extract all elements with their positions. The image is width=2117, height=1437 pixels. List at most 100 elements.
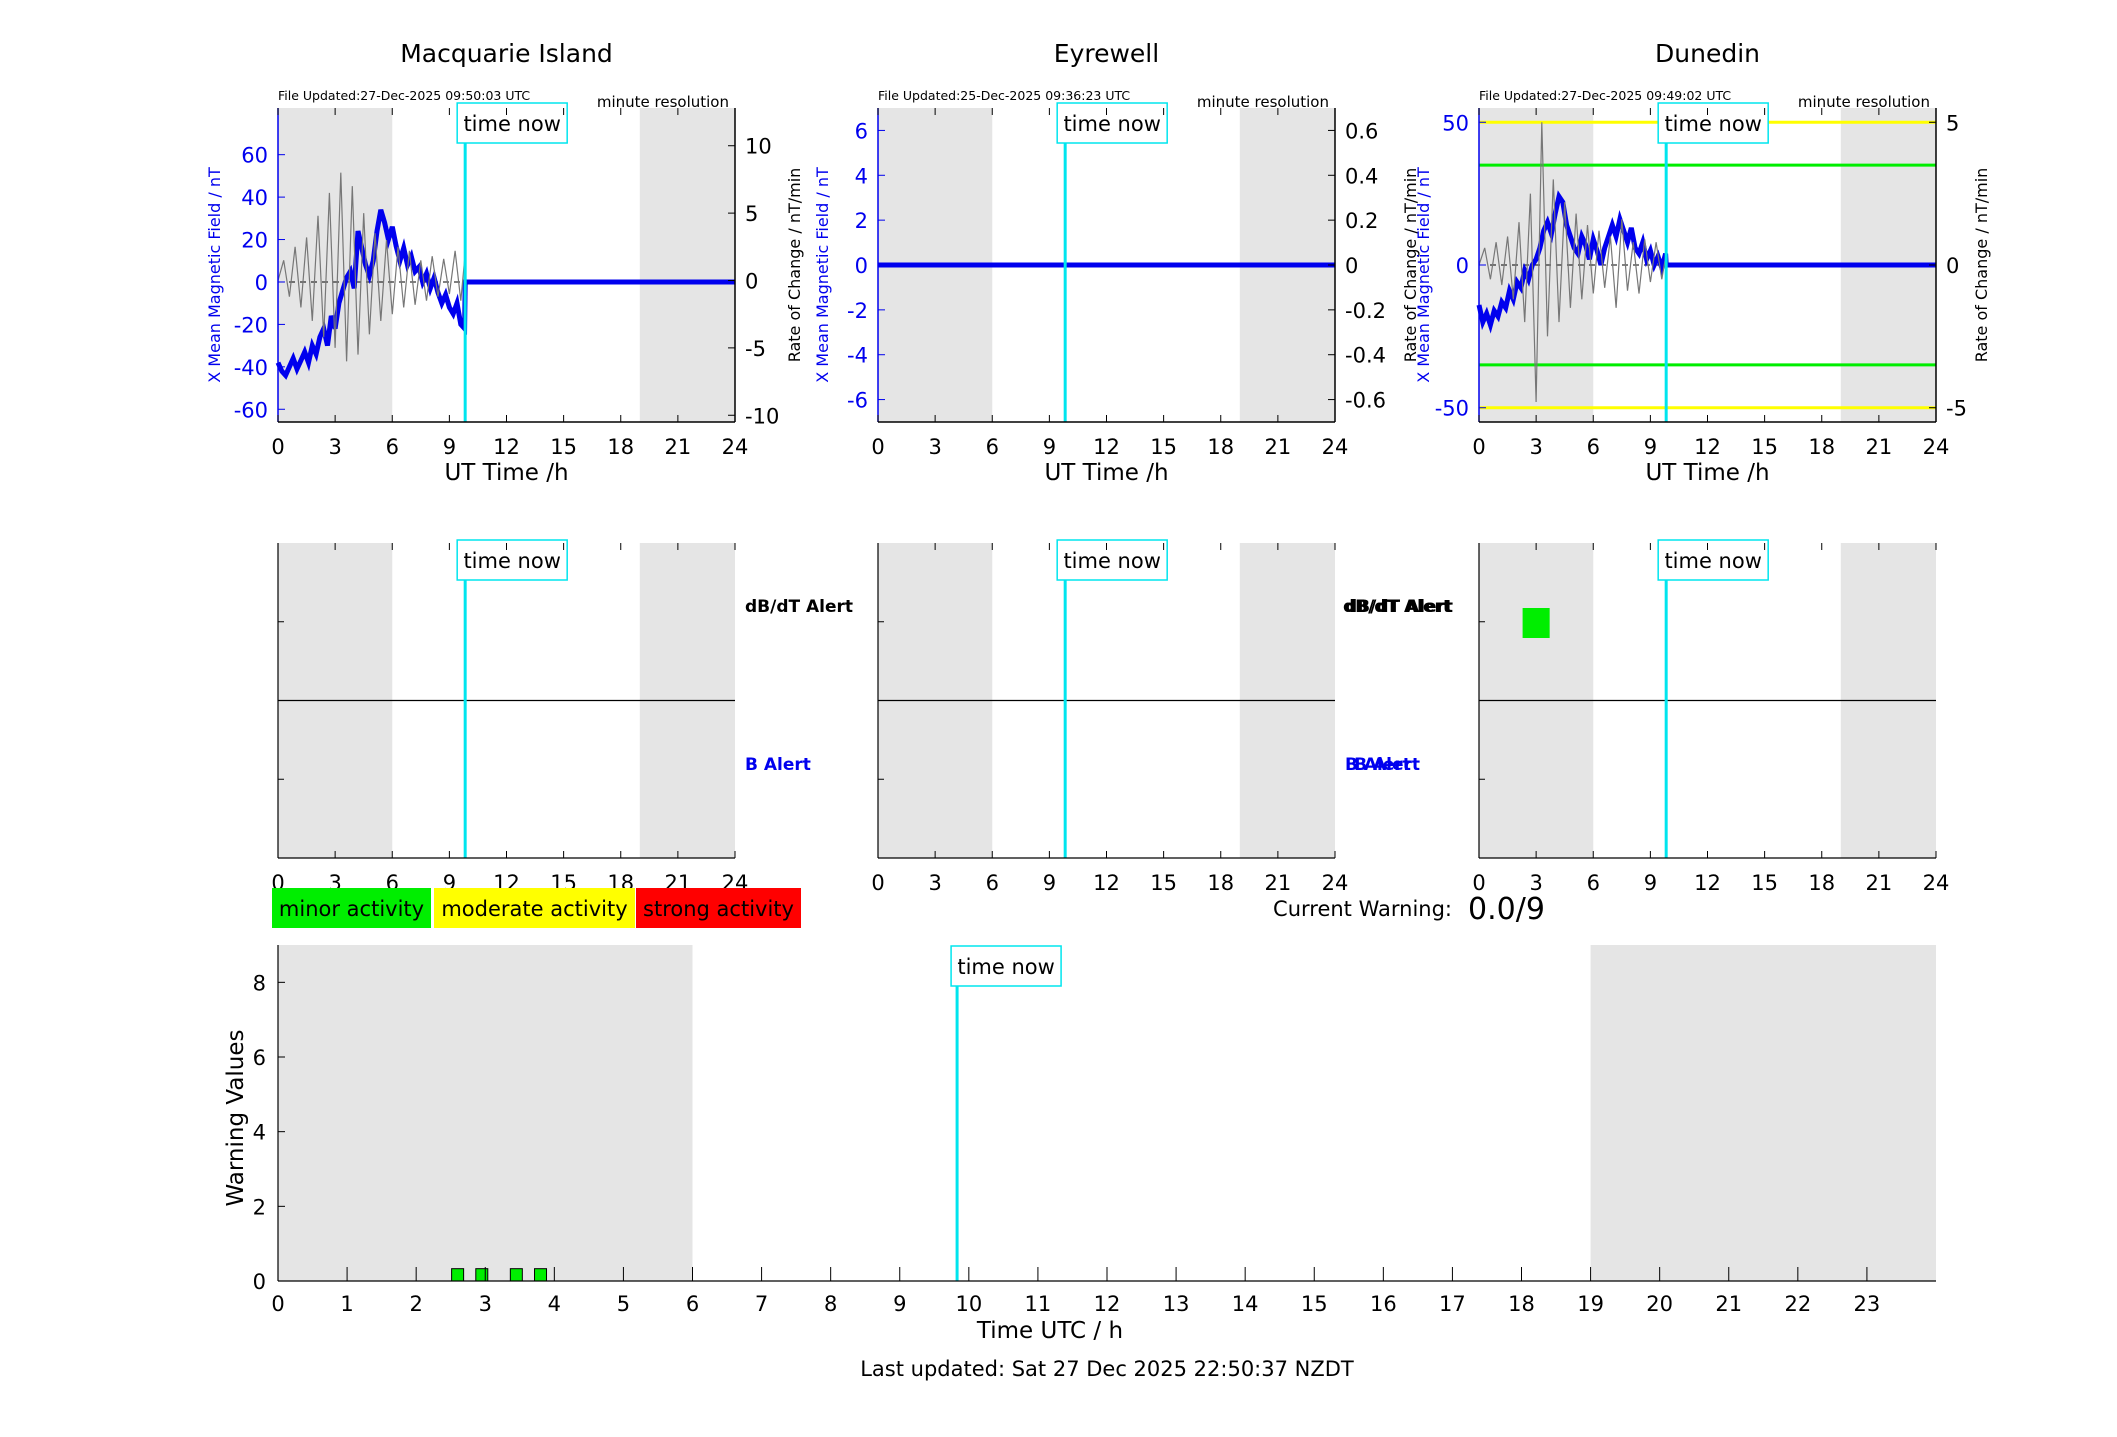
b-alert-label-dunedin: B Alert (1354, 755, 1420, 775)
x-axis-label: UT Time /h (444, 460, 568, 486)
x-tick-label: 24 (1322, 871, 1349, 895)
time-now-label: time now (463, 549, 560, 573)
dbdt-alert-label: dB/dT Alert (745, 597, 853, 617)
x-tick-label: 0 (1472, 871, 1485, 895)
y-right-axis-label: Rate of Change / nT/min (785, 168, 804, 363)
x-tick-label: 3 (479, 1292, 492, 1316)
x-tick-label: 23 (1854, 1292, 1881, 1316)
y-left-tick-label: 4 (855, 164, 868, 188)
x-tick-label: 21 (1715, 1292, 1742, 1316)
y-right-axis-label: Rate of Change / nT/min (1401, 168, 1420, 363)
x-tick-label: 5 (617, 1292, 630, 1316)
legend-swatch (434, 888, 635, 928)
mean-field-series (275, 209, 735, 380)
resolution-text: minute resolution (1197, 93, 1329, 111)
x-tick-label: 15 (1150, 871, 1177, 895)
x-tick-label: 18 (1808, 871, 1835, 895)
x-tick-label: 18 (607, 435, 634, 459)
station-title: Macquarie Island (400, 39, 613, 68)
x-tick-label: 15 (1150, 435, 1177, 459)
x-tick-label: 15 (1301, 1292, 1328, 1316)
x-tick-label: 19 (1577, 1292, 1604, 1316)
warning-bar (451, 1268, 465, 1282)
y-right-tick-label: 5 (745, 202, 758, 226)
y-left-tick-label: -6 (847, 389, 868, 413)
alert-panel-2: time now 0 3 6 9 12 15 18 21 24 (1472, 539, 1949, 895)
b-alert-label: B Alert (745, 755, 811, 775)
y-left-tick-label: 6 (855, 119, 868, 143)
x-tick-label: 12 (1694, 871, 1721, 895)
time-now-box (1056, 539, 1168, 581)
y-right-tick-label: -0.4 (1345, 344, 1386, 368)
x-tick-label: 15 (1751, 871, 1778, 895)
x-tick-label: 9 (1644, 435, 1657, 459)
x-tick-label: 0 (871, 435, 884, 459)
y-left-tick-label: -50 (1435, 397, 1469, 421)
rate-of-change-series (277, 172, 466, 362)
warning-bar (534, 1268, 548, 1282)
x-tick-label: 6 (1587, 435, 1600, 459)
x-tick-label: 11 (1025, 1292, 1052, 1316)
station-title: Eyrewell (1054, 39, 1159, 68)
panel0-night-band-0 (278, 108, 393, 422)
x-tick-label: 3 (928, 435, 941, 459)
x-tick-label: 6 (986, 871, 999, 895)
magnetometer-panel-2: Dunedin File Updated:27-Dec-2025 09:49:02… (1414, 39, 1991, 486)
x-tick-label: 0 (871, 871, 884, 895)
x-tick-label: 16 (1370, 1292, 1397, 1316)
y-right-axis-label: Rate of Change / nT/min (1972, 168, 1991, 363)
x-tick-label: 20 (1646, 1292, 1673, 1316)
legend-swatch (636, 888, 801, 928)
x-tick-label: 21 (1265, 871, 1292, 895)
x-tick-label: 9 (1043, 435, 1056, 459)
x-tick-label: 6 (986, 435, 999, 459)
y-tick-label: 0 (253, 1270, 266, 1294)
time-now-box (456, 539, 568, 581)
b-alert-label: B Alert (1345, 755, 1411, 775)
x-tick-label: 21 (665, 435, 692, 459)
dbdt-alert-bar (1528, 608, 1537, 638)
legend-label: moderate activity (441, 897, 627, 921)
x-tick-label: 6 (1587, 871, 1600, 895)
x-tick-label: 21 (1265, 435, 1292, 459)
x-tick-label: 0 (271, 435, 284, 459)
legend-label: strong activity (643, 897, 794, 921)
x-tick-label: 8 (824, 1292, 837, 1316)
y-tick-label: 8 (253, 971, 266, 995)
x-tick-label: 12 (1093, 871, 1120, 895)
current-warning-value: 0.0/9 (1468, 892, 1545, 927)
time-now-box (456, 102, 568, 144)
dbdt-alert-label: dB/dT Alert (1345, 597, 1453, 617)
y-right-tick-label: 0 (745, 269, 758, 293)
y-left-tick-label: 50 (1442, 111, 1469, 135)
x-tick-label: 18 (1207, 871, 1234, 895)
x-axis-label: Time UTC / h (976, 1318, 1123, 1344)
y-left-tick-label: 40 (241, 186, 268, 210)
y-left-axis-label: X Mean Magnetic Field / nT (813, 167, 832, 383)
y-right-tick-label: -10 (745, 404, 779, 428)
x-tick-label: 9 (1043, 871, 1056, 895)
warning-night-band-1 (1590, 945, 1936, 1281)
time-now-box (950, 945, 1062, 987)
legend-item-1: moderate activity (434, 888, 635, 928)
y-right-tick-label: 0.2 (1345, 209, 1378, 233)
y-left-tick-label: 2 (855, 209, 868, 233)
magnetometer-panel-1: Eyrewell File Updated:25-Dec-2025 09:36:2… (813, 39, 1420, 486)
y-right-tick-label: -0.6 (1345, 389, 1386, 413)
y-right-tick-label: 0.4 (1345, 164, 1378, 188)
legend-label: minor activity (279, 897, 424, 921)
x-tick-label: 6 (386, 435, 399, 459)
time-now-box (1657, 102, 1769, 144)
legend-swatch (272, 888, 431, 928)
x-tick-label: 24 (1923, 435, 1950, 459)
mean-field-series (1476, 190, 1936, 334)
y-right-tick-label: 5 (1946, 111, 1959, 135)
x-tick-label: 3 (1529, 871, 1542, 895)
y-tick-label: 4 (253, 1121, 266, 1145)
y-right-tick-label: 0.6 (1345, 119, 1378, 143)
time-now-label: time now (1063, 112, 1160, 136)
magnetometer-panel-0: Macquarie Island File Updated:27-Dec-2025… (205, 39, 804, 486)
rate-of-change-series (1478, 122, 1667, 403)
dbdt-alert-bar (1535, 608, 1544, 638)
y-left-axis-label: X Mean Magnetic Field / nT (205, 167, 224, 383)
